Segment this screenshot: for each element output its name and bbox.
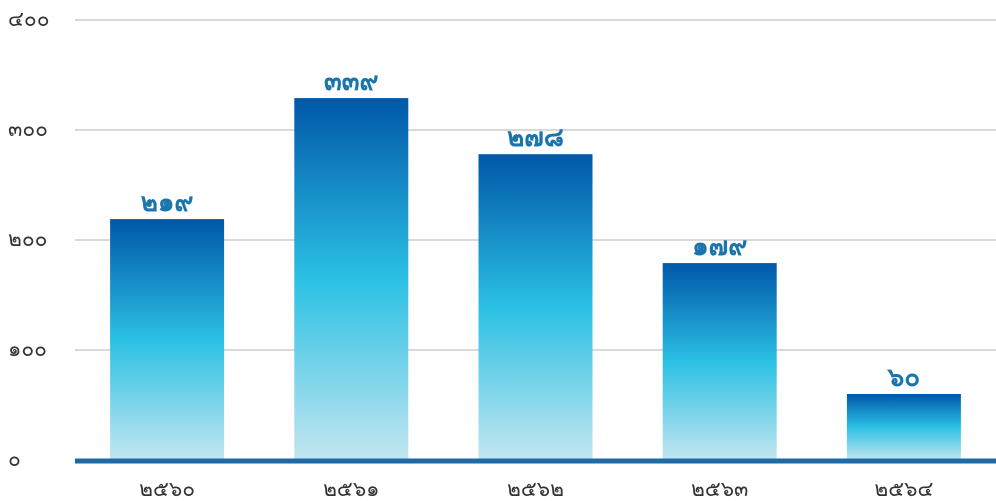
y-tick-label: ๓๐๐ [8, 117, 48, 141]
x-tick-label: ๒๕๖๓ [691, 477, 748, 501]
data-label: ๒๑๙ [141, 188, 194, 218]
y-axis-ticks: ๐ ๑๐๐ ๒๐๐ ๓๐๐ ๔๐๐ [8, 7, 50, 471]
data-label: ๒๗๘ [507, 123, 564, 153]
y-tick-label: ๑๐๐ [8, 337, 47, 361]
bar [294, 98, 409, 460]
data-label: ๓๓๙ [324, 67, 379, 97]
data-label: ๖๐ [887, 363, 920, 393]
x-tick-label: ๒๕๖๐ [139, 477, 195, 501]
bar [478, 154, 593, 460]
x-axis-ticks: ๒๕๖๐ ๒๕๖๑ ๒๕๖๒ ๒๕๖๓ ๒๕๖๔ [139, 477, 933, 501]
bar [110, 219, 225, 460]
y-tick-label: ๒๐๐ [8, 227, 47, 251]
y-tick-label: ๐ [8, 447, 21, 471]
data-label: ๑๗๙ [692, 232, 747, 262]
bars [110, 98, 961, 460]
x-tick-label: ๒๕๖๑ [323, 477, 379, 501]
x-tick-label: ๒๕๖๔ [874, 477, 933, 501]
bar [846, 394, 961, 460]
bar [662, 263, 777, 460]
y-tick-label: ๔๐๐ [8, 7, 50, 31]
x-tick-label: ๒๕๖๒ [507, 477, 564, 501]
